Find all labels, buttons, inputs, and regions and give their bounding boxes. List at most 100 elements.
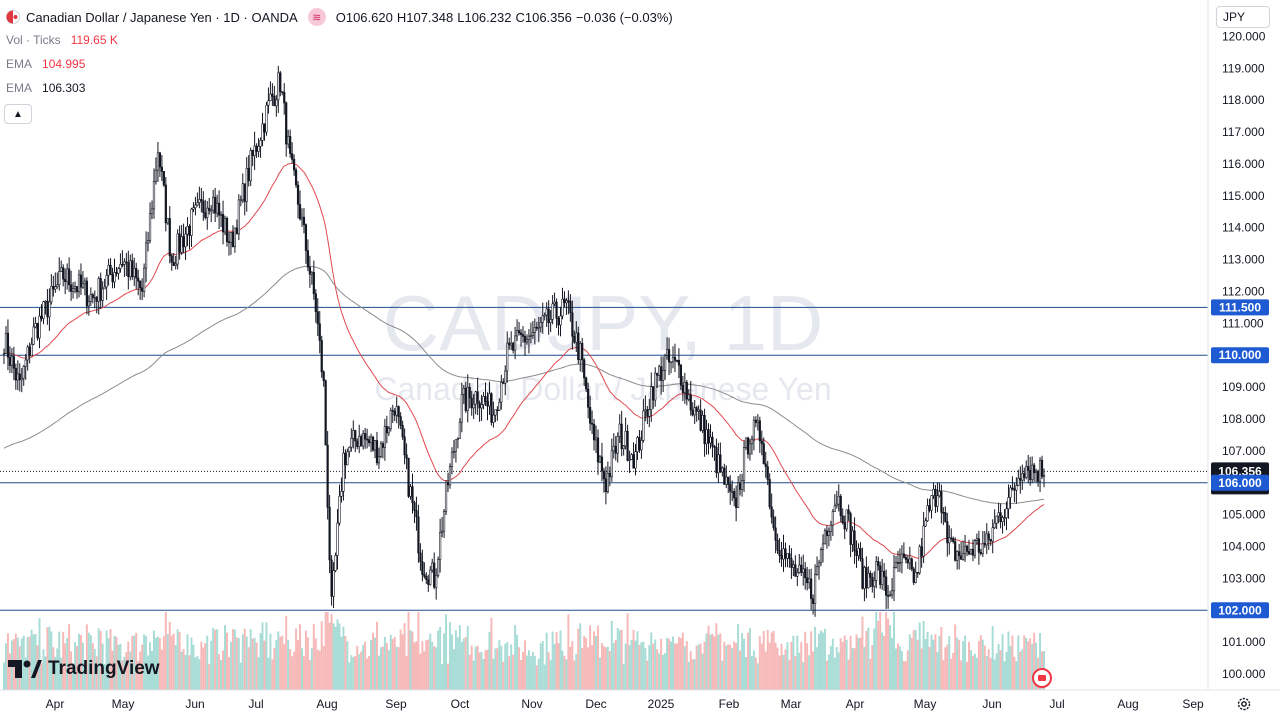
candle — [496, 406, 499, 421]
candle — [989, 538, 992, 546]
candle — [330, 555, 333, 606]
candle — [918, 544, 921, 575]
candle — [190, 207, 193, 247]
volume-bar — [516, 634, 519, 690]
volume-bar — [68, 624, 71, 690]
volume-bar — [200, 641, 203, 690]
indicator-volume[interactable]: Vol · Ticks 119.65 K — [6, 28, 673, 52]
candle — [589, 395, 592, 431]
candle — [160, 154, 163, 181]
volume-bar — [1021, 649, 1024, 690]
candle — [808, 569, 811, 589]
volume-bar — [756, 663, 759, 690]
volume-bar — [835, 647, 838, 690]
indicator-ema-fast[interactable]: EMA 104.995 — [6, 52, 673, 76]
candle — [537, 316, 540, 343]
indicator-ema-slow[interactable]: EMA 106.303 — [6, 76, 673, 100]
volume-bar — [754, 657, 757, 690]
candle — [1021, 464, 1024, 490]
candle — [863, 565, 866, 602]
volume-bar — [60, 657, 63, 690]
volume-bar — [804, 631, 807, 690]
price-axis[interactable]: 100.000 101.000 102.000 103.000 104.000 105.0… — [1207, 0, 1280, 690]
indicator-lines-icon[interactable]: ≋ — [307, 8, 326, 26]
candle — [902, 542, 905, 559]
volume-bar — [297, 640, 300, 690]
volume-bar — [229, 642, 232, 690]
time-tick-label: Aug — [1117, 697, 1138, 711]
volume-bar — [883, 635, 886, 690]
volume-bar — [545, 632, 548, 690]
volume-bar — [121, 660, 124, 690]
price-tick-label: 120.000 — [1222, 29, 1266, 43]
volume-bar — [30, 629, 33, 690]
volume-bar — [145, 636, 148, 690]
volume-bar — [368, 656, 371, 690]
candle — [648, 398, 651, 428]
chart-legend: Canadian Dollar / Japanese Yen · 1D · OA… — [6, 6, 673, 100]
volume-bar — [149, 642, 152, 690]
candle — [583, 357, 586, 387]
volume-bar — [981, 639, 984, 690]
volume-bar — [407, 612, 410, 690]
volume-bar — [182, 649, 185, 690]
volume-bar — [490, 617, 493, 690]
collapse-legend-button[interactable]: ▲ — [4, 104, 32, 124]
volume-bar — [494, 648, 497, 690]
volume-bar — [372, 632, 375, 690]
volume-bar — [164, 612, 167, 690]
volume-bar — [620, 629, 623, 690]
candle — [634, 443, 637, 476]
candle — [352, 420, 355, 449]
candle — [963, 534, 967, 562]
gear-icon[interactable] — [1236, 696, 1252, 712]
candle — [515, 319, 519, 341]
candle — [504, 365, 507, 396]
volume-bar — [904, 661, 907, 690]
volume-bar — [6, 633, 9, 690]
candle — [952, 536, 955, 544]
candle — [539, 316, 542, 333]
candle — [596, 429, 600, 475]
volume-bar — [342, 626, 345, 690]
candle — [1003, 509, 1006, 526]
candle — [212, 189, 215, 214]
volume-bar — [381, 646, 384, 690]
volume-bar — [324, 612, 327, 690]
volume-bar — [827, 654, 830, 690]
volume-bar — [46, 627, 49, 690]
candle — [703, 408, 706, 457]
volume-bar — [885, 612, 888, 690]
candle — [790, 548, 793, 579]
candle — [494, 409, 497, 423]
volume-bar — [417, 612, 420, 690]
tradingview-logo[interactable]: TradingView — [8, 658, 160, 680]
volume-bar — [237, 638, 240, 690]
volume-bar — [894, 648, 897, 690]
symbol-title[interactable]: Canadian Dollar / Japanese Yen · 1D · OA… — [26, 9, 298, 25]
candle — [433, 552, 436, 590]
volume-bar — [498, 640, 501, 690]
canada-flag-icon[interactable] — [1032, 668, 1052, 688]
candle — [587, 382, 590, 419]
volume-bar — [1035, 642, 1038, 690]
volume-bar — [616, 627, 619, 690]
volume-bar — [575, 653, 578, 690]
candle — [614, 436, 617, 461]
volume-bar — [898, 646, 901, 690]
candle — [788, 545, 791, 568]
volume-bar — [851, 647, 854, 690]
candle — [626, 424, 629, 462]
volume-bar — [101, 643, 104, 690]
currency-button[interactable]: JPY — [1216, 6, 1270, 28]
candle — [1013, 482, 1016, 503]
candle — [557, 316, 560, 336]
candle — [312, 260, 315, 300]
candle — [652, 386, 655, 409]
volume-bar — [547, 652, 550, 690]
volume-bar — [960, 660, 963, 690]
volume-bar — [906, 650, 909, 690]
volume-bar — [462, 638, 465, 690]
time-axis[interactable]: Apr May Jun Jul Aug Sep Oct Nov Dec 2025 Feb Mar Apr… — [0, 689, 1280, 717]
